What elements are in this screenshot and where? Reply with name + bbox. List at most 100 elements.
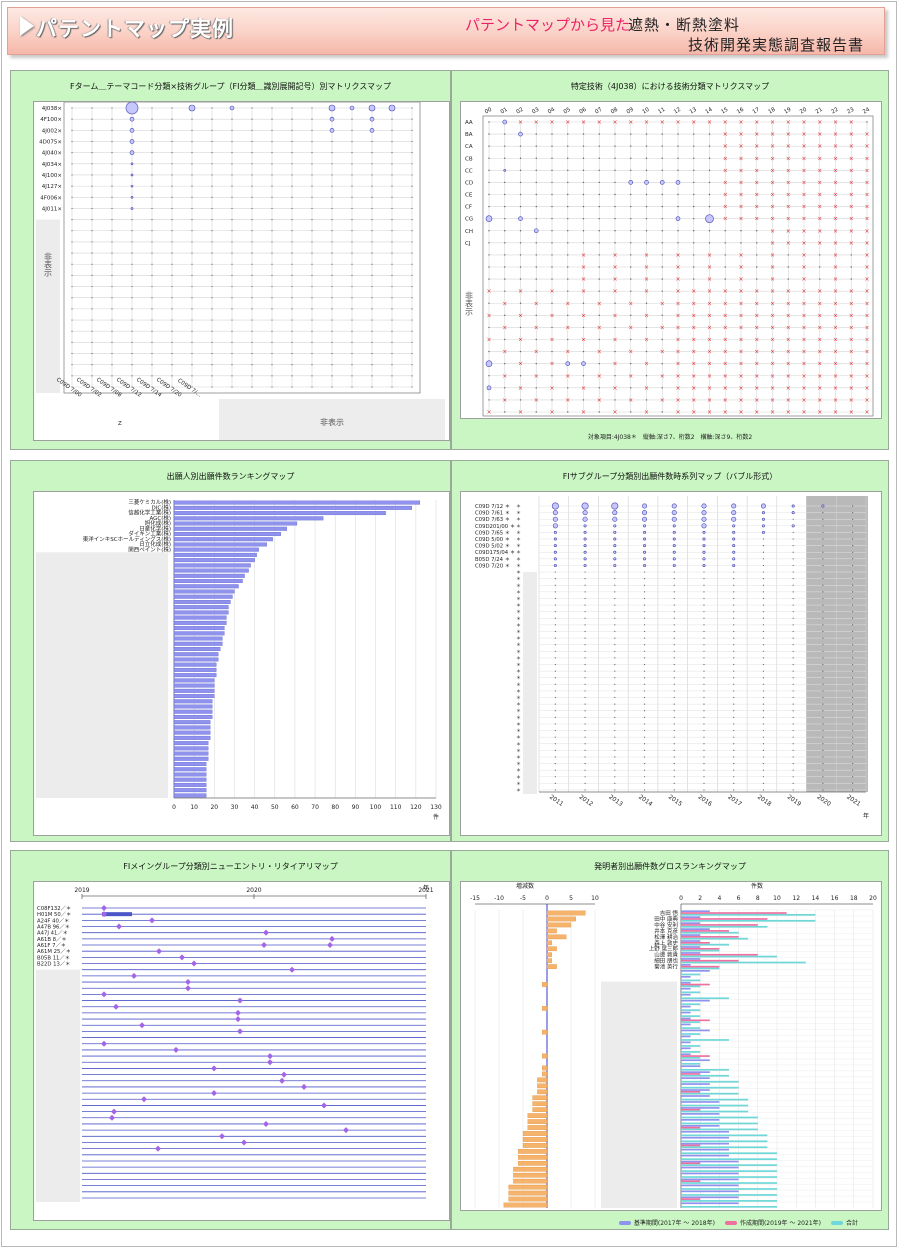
grid-dot [762, 762, 765, 765]
cross-mark: × [833, 216, 838, 223]
grid-dot [171, 230, 173, 232]
grid-dot [733, 578, 735, 580]
grid-dot [822, 531, 824, 534]
cross-mark: × [849, 155, 854, 162]
grid-dot [535, 133, 537, 135]
inventor-label: 菊池 英行 [654, 963, 678, 971]
bar [173, 526, 288, 531]
cross-mark: × [534, 349, 539, 356]
cross-mark: × [864, 349, 869, 356]
bubble [701, 523, 707, 529]
event-diamond [301, 1083, 307, 1090]
axis-unit: 年 [863, 812, 869, 820]
cross-mark: × [849, 349, 854, 356]
bar-total [681, 1200, 777, 1202]
bubble [583, 550, 587, 554]
col-label: 07 [594, 107, 603, 116]
cross-mark: × [833, 300, 838, 307]
grid-dot [852, 630, 854, 633]
grid-dot [535, 290, 537, 292]
grid-dot [582, 302, 585, 304]
diff-bar [513, 1178, 548, 1184]
grid-dot [703, 736, 705, 738]
bar-base [681, 952, 701, 954]
grid-dot [151, 174, 153, 176]
grid-dot [411, 129, 413, 131]
col-label: 24 [862, 107, 871, 116]
grid-dot [91, 341, 93, 343]
grid-dot [311, 219, 313, 221]
grid-dot [111, 129, 113, 131]
cross-mark: × [549, 385, 554, 392]
tick-label: 12 [792, 895, 800, 902]
grid-dot [291, 196, 293, 198]
grid-dot [584, 710, 586, 712]
bubble [760, 503, 766, 509]
cross-mark: × [581, 119, 586, 126]
cross-mark: × [754, 361, 759, 368]
grid-dot [822, 637, 824, 639]
grid-dot [91, 174, 93, 176]
cross-mark: × [801, 264, 806, 271]
grid-dot [852, 703, 854, 705]
cross-mark: × [534, 397, 539, 404]
bubble [628, 180, 634, 185]
bubble [125, 101, 139, 115]
row-marker: ＊ [516, 557, 521, 563]
category-label: DIC(株) [152, 503, 172, 511]
grid-dot [331, 330, 333, 332]
grid-dot [792, 584, 794, 586]
grid-dot [661, 254, 663, 256]
grid-dot [703, 696, 705, 699]
grid-dot [331, 352, 333, 355]
grid-dot [614, 657, 616, 659]
grid-dot [231, 252, 233, 254]
grid-dot [584, 663, 586, 666]
grid-dot [291, 241, 293, 243]
grid-dot [792, 756, 794, 758]
cross-mark: × [534, 119, 539, 126]
row-label: CF [465, 205, 472, 211]
grid-dot [151, 207, 153, 210]
grid-dot [231, 330, 233, 332]
grid-dot [311, 375, 313, 377]
grid-dot [151, 163, 153, 165]
bar-total [681, 1068, 729, 1071]
grid-dot [554, 630, 556, 633]
grid-dot [391, 386, 393, 388]
cross-mark: × [833, 179, 838, 186]
grid-dot [724, 266, 726, 268]
bar-base [681, 946, 701, 948]
grid-dot [598, 278, 600, 280]
cross-mark: × [691, 409, 696, 416]
grid-dot [111, 107, 113, 109]
grid-dot [673, 736, 675, 738]
grid-dot [551, 205, 553, 208]
bubble [583, 530, 587, 534]
bubble [643, 550, 647, 554]
bar-current [681, 936, 739, 938]
cross-mark: × [612, 288, 617, 295]
grid-dot [351, 352, 353, 355]
grid-dot [822, 518, 824, 520]
cross-mark: × [691, 349, 696, 356]
event-diamond [111, 1108, 117, 1115]
grid-dot [762, 604, 765, 606]
cross-mark: × [864, 373, 869, 380]
bubble [485, 215, 493, 222]
cross-mark: × [833, 324, 838, 331]
grid-dot [231, 341, 233, 343]
row-marker: ＊ [516, 649, 521, 655]
grid-dot [762, 710, 765, 712]
grid-dot [391, 330, 393, 332]
bubble [613, 544, 617, 548]
grid-dot [488, 121, 490, 123]
grid-dot [584, 611, 586, 613]
grid-dot [391, 364, 393, 366]
grid-dot [535, 217, 537, 220]
cross-mark: × [849, 131, 854, 138]
grid-dot [598, 338, 600, 341]
bar-current [681, 924, 758, 926]
bar-base [681, 1160, 739, 1163]
cross-mark: × [801, 288, 806, 295]
